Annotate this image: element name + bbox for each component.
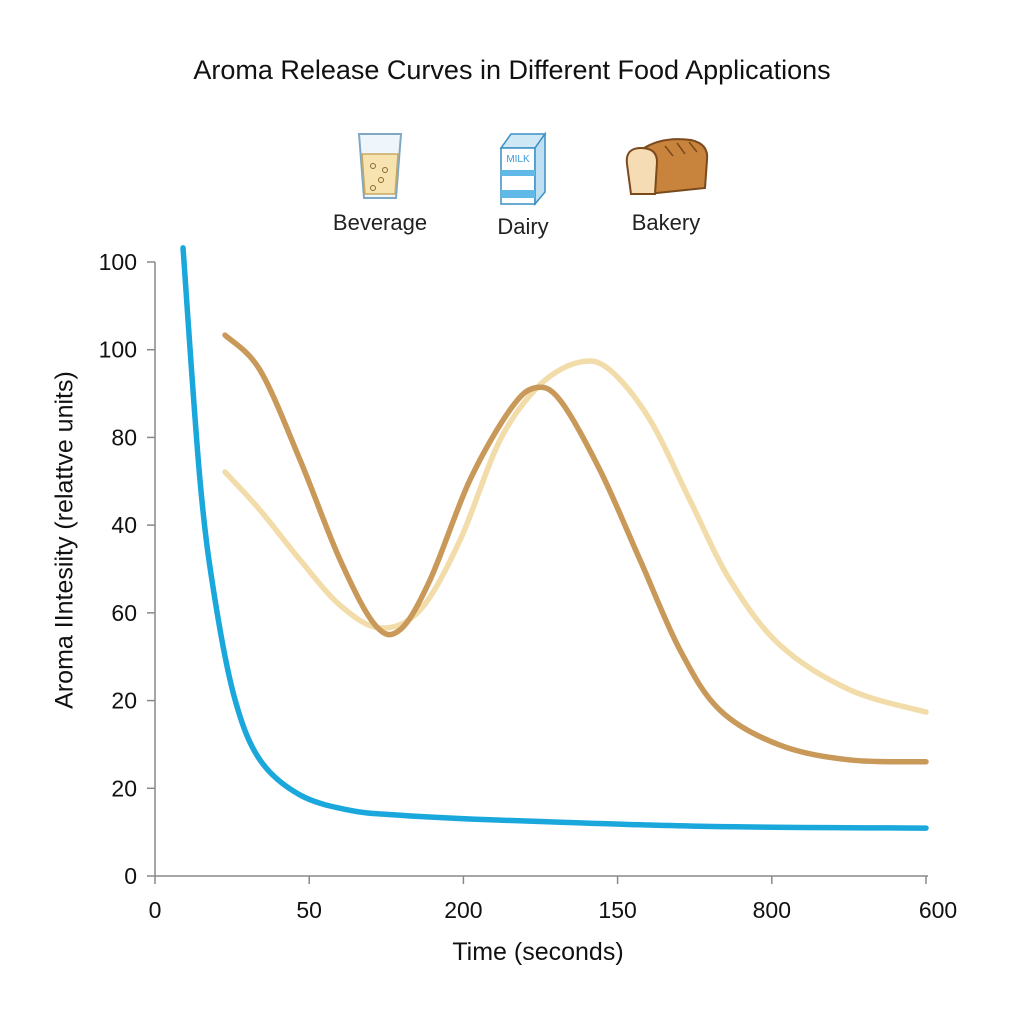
series-line-bakery — [222, 332, 929, 765]
y-tick-label: 100 — [99, 249, 137, 275]
y-tick-label: 40 — [111, 512, 137, 538]
legend-item-dairy: MILK Dairy — [463, 130, 583, 240]
legend-item-bakery: Bakery — [606, 130, 726, 236]
milk-carton-icon: MILK — [499, 131, 547, 206]
chart-title: Aroma Release Curves in Different Food A… — [193, 55, 831, 85]
x-tick-label: 800 — [753, 897, 791, 923]
y-tick-label: 60 — [111, 600, 137, 626]
legend-item-beverage: Beverage — [320, 130, 440, 236]
x-tick-label: 50 — [296, 897, 322, 923]
legend-label-dairy: Dairy — [497, 214, 549, 239]
y-tick-label: 80 — [111, 424, 137, 450]
y-tick-label: 100 — [99, 337, 137, 363]
x-tick-label: 150 — [598, 897, 636, 923]
x-axis-label: Time (seconds) — [452, 938, 624, 966]
bread-loaf-icon — [625, 138, 709, 196]
legend-label-bakery: Bakery — [631, 210, 701, 235]
svg-text:MILK: MILK — [506, 154, 530, 165]
y-tick-label: 20 — [111, 688, 137, 714]
x-tick-label: 0 — [149, 897, 162, 923]
series-line-beverage — [222, 358, 929, 715]
y-tick-label: 0 — [124, 863, 137, 889]
y-axis-label: Aroma IIntesiity (relattve units) — [50, 371, 79, 709]
x-tick-label: 200 — [444, 897, 482, 923]
x-tick-label: 600 — [919, 897, 957, 923]
glass-of-juice-icon — [357, 133, 403, 199]
y-tick-label: 20 — [111, 775, 137, 801]
legend-label-beverage: Beverage — [332, 210, 428, 235]
series-line-dairy — [180, 245, 929, 831]
